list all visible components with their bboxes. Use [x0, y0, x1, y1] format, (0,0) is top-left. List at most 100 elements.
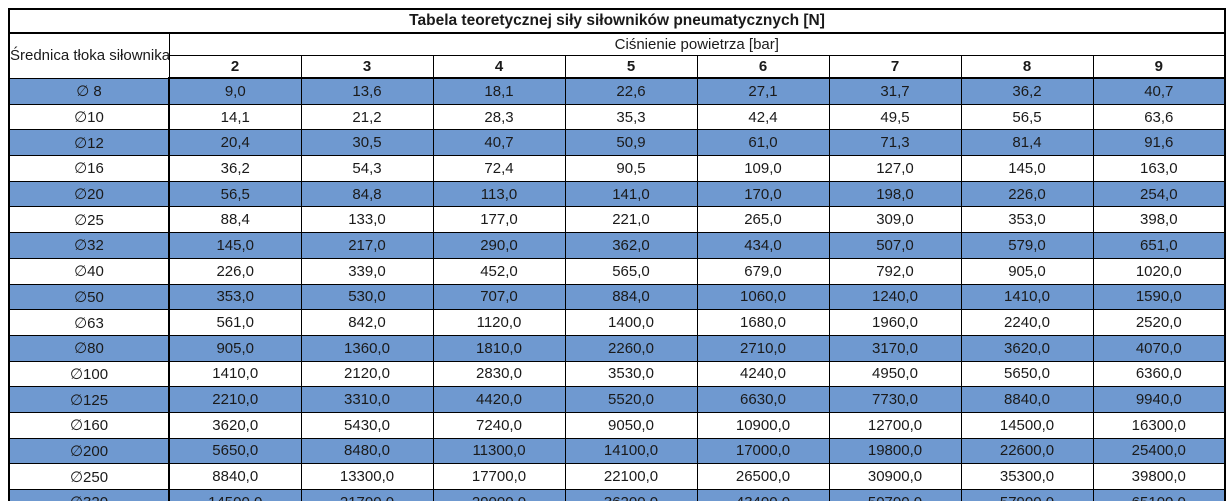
force-value-cell: 81,4 [960, 129, 1094, 157]
force-value-cell: 10900,0 [696, 411, 830, 439]
force-value-cell: 226,0 [168, 257, 302, 285]
force-value-cell: 109,0 [696, 155, 830, 182]
table-body: ∅ 8 9,0 13,6 18,1 22,6 27,1 31,7 36,2 40,7 ∅10 14,… [8, 77, 1226, 501]
force-value-cell: 2830,0 [432, 360, 566, 388]
diameter-cell: ∅125 [8, 386, 170, 413]
force-value-cell: 36,2 [168, 155, 302, 182]
pressure-col-header: 2 [168, 55, 302, 79]
force-value-cell: 339,0 [300, 257, 434, 285]
force-value-cell: 22600,0 [960, 437, 1094, 465]
force-value-cell: 1810,0 [432, 334, 566, 362]
force-value-cell: 177,0 [432, 206, 566, 234]
force-value-cell: 141,0 [564, 180, 698, 208]
pressure-label-row: Średnica tłoka siłownika Ciśnienie powie… [8, 32, 1226, 79]
diameter-cell: ∅200 [8, 437, 170, 465]
force-value-cell: 9940,0 [1092, 386, 1226, 413]
force-value-cell: 8480,0 [300, 437, 434, 465]
force-value-cell: 7730,0 [828, 386, 962, 413]
force-value-cell: 22100,0 [564, 463, 698, 490]
force-value-cell: 2520,0 [1092, 309, 1226, 336]
force-value-cell: 530,0 [300, 283, 434, 311]
force-value-cell: 90,5 [564, 155, 698, 182]
force-value-cell: 3530,0 [564, 360, 698, 388]
force-value-cell: 14100,0 [564, 437, 698, 465]
force-value-cell: 2120,0 [300, 360, 434, 388]
force-value-cell: 1400,0 [564, 309, 698, 336]
force-value-cell: 18,1 [432, 77, 566, 105]
force-value-cell: 26500,0 [696, 463, 830, 490]
force-value-cell: 9,0 [168, 77, 302, 105]
force-value-cell: 221,0 [564, 206, 698, 234]
force-value-cell: 30900,0 [828, 463, 962, 490]
table-row: ∅40 226,0 339,0 452,0 565,0 679,0 792,0 905,0 10… [8, 257, 1226, 285]
diameter-cell: ∅20 [8, 180, 170, 208]
force-value-cell: 1410,0 [960, 283, 1094, 311]
force-value-cell: 28,3 [432, 103, 566, 131]
pressure-col-header: 4 [432, 55, 566, 79]
diameter-cell: ∅320 [8, 488, 170, 501]
diameter-cell: ∅25 [8, 206, 170, 234]
force-value-cell: 42,4 [696, 103, 830, 131]
force-value-cell: 309,0 [828, 206, 962, 234]
pressure-col-header: 3 [300, 55, 434, 79]
force-value-cell: 6630,0 [696, 386, 830, 413]
pressure-col-header: 6 [696, 55, 830, 79]
force-value-cell: 17000,0 [696, 437, 830, 465]
force-value-cell: 145,0 [168, 232, 302, 259]
table-row: ∅63 561,0 842,0 1120,0 1400,0 1680,0 1960,0 224… [8, 309, 1226, 336]
force-value-cell: 54,3 [300, 155, 434, 182]
pressure-col-header: 8 [960, 55, 1094, 79]
force-value-cell: 265,0 [696, 206, 830, 234]
force-value-cell: 40,7 [432, 129, 566, 157]
force-value-cell: 14500,0 [168, 488, 302, 501]
force-value-cell: 1060,0 [696, 283, 830, 311]
force-value-cell: 25400,0 [1092, 437, 1226, 465]
table-row: ∅32 145,0 217,0 290,0 362,0 434,0 507,0 579,0 65… [8, 232, 1226, 259]
force-value-cell: 21,2 [300, 103, 434, 131]
force-value-cell: 40,7 [1092, 77, 1226, 105]
force-value-cell: 1410,0 [168, 360, 302, 388]
table-row: ∅125 2210,0 3310,0 4420,0 5520,0 6630,0 7730,0… [8, 386, 1226, 413]
pressure-col-header: 5 [564, 55, 698, 79]
table-row: ∅80 905,0 1360,0 1810,0 2260,0 2710,0 3170,0 36… [8, 334, 1226, 362]
table-row: ∅12 20,4 30,5 40,7 50,9 61,0 71,3 81,4 91,6 [8, 129, 1226, 157]
force-value-cell: 226,0 [960, 180, 1094, 208]
force-value-cell: 4950,0 [828, 360, 962, 388]
force-value-cell: 14500,0 [960, 411, 1094, 439]
force-value-cell: 84,8 [300, 180, 434, 208]
diameter-column-header: Średnica tłoka siłownika [8, 32, 170, 79]
force-value-cell: 3620,0 [960, 334, 1094, 362]
force-value-cell: 36,2 [960, 77, 1094, 105]
force-value-cell: 8840,0 [960, 386, 1094, 413]
force-value-cell: 8840,0 [168, 463, 302, 490]
force-value-cell: 4240,0 [696, 360, 830, 388]
force-value-cell: 13,6 [300, 77, 434, 105]
force-value-cell: 842,0 [300, 309, 434, 336]
force-value-cell: 133,0 [300, 206, 434, 234]
force-value-cell: 61,0 [696, 129, 830, 157]
force-value-cell: 290,0 [432, 232, 566, 259]
force-value-cell: 16300,0 [1092, 411, 1226, 439]
force-value-cell: 7240,0 [432, 411, 566, 439]
diameter-cell: ∅160 [8, 411, 170, 439]
diameter-cell: ∅50 [8, 283, 170, 311]
table-row: ∅32014500,021700,029000,036200,043400,05… [8, 488, 1226, 501]
force-value-cell: 19800,0 [828, 437, 962, 465]
force-value-cell: 56,5 [960, 103, 1094, 131]
table-row: ∅160 3620,0 5430,0 7240,0 9050,0 10900,0 12700… [8, 411, 1226, 439]
diameter-cell: ∅100 [8, 360, 170, 388]
diameter-cell: ∅12 [8, 129, 170, 157]
force-value-cell: 1960,0 [828, 309, 962, 336]
force-value-cell: 452,0 [432, 257, 566, 285]
pressure-col-header: 7 [828, 55, 962, 79]
force-value-cell: 21700,0 [300, 488, 434, 501]
title-row: Tabela teoretycznej siły siłowników pneu… [8, 8, 1226, 34]
diameter-cell: ∅ 8 [8, 77, 170, 105]
force-value-cell: 30,5 [300, 129, 434, 157]
force-value-cell: 88,4 [168, 206, 302, 234]
table-row: ∅ 8 9,0 13,6 18,1 22,6 27,1 31,7 36,2 40,7 [8, 77, 1226, 105]
force-value-cell: 1680,0 [696, 309, 830, 336]
force-value-cell: 14,1 [168, 103, 302, 131]
